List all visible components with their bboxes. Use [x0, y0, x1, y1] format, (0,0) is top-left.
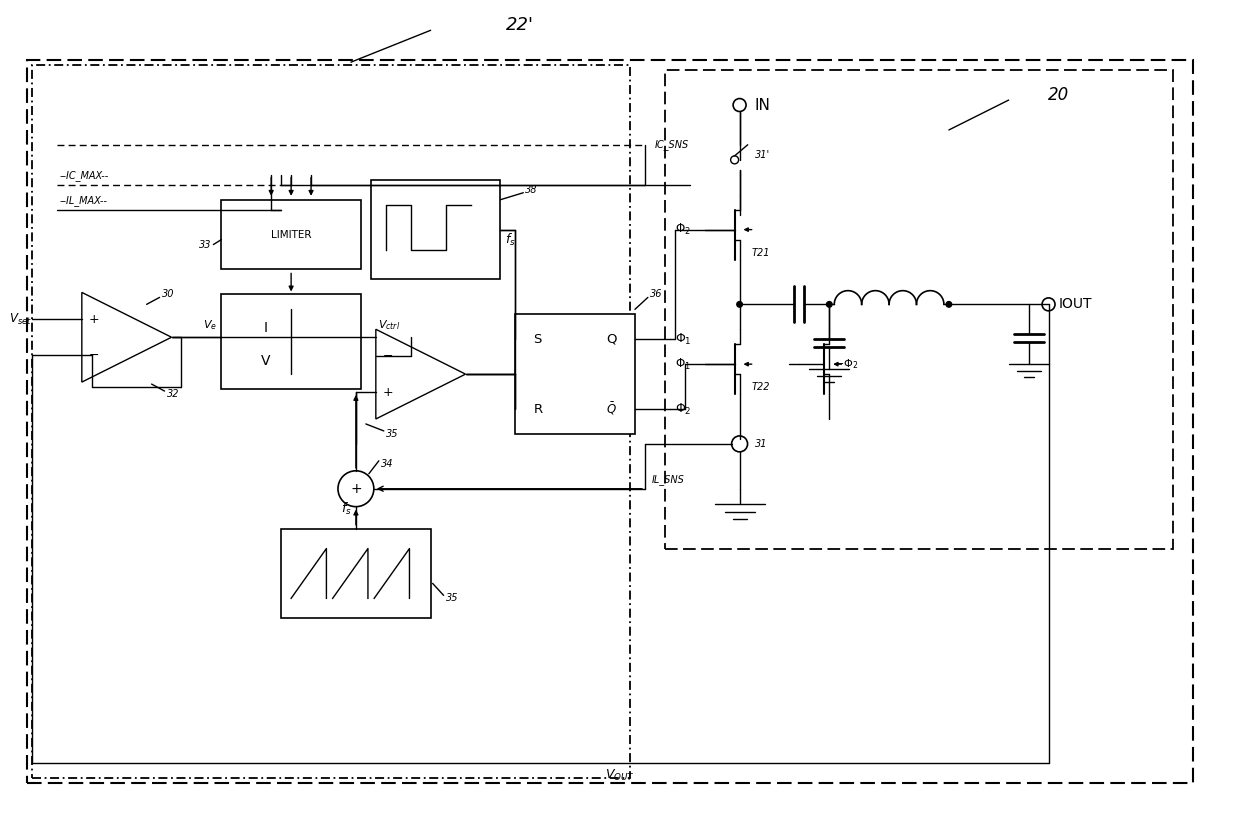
Text: 34: 34 — [381, 459, 393, 468]
Bar — [222, 294, 361, 389]
Text: 35: 35 — [386, 429, 398, 439]
Bar — [281, 528, 430, 618]
Text: R: R — [533, 402, 542, 415]
Circle shape — [737, 301, 743, 307]
Text: 33: 33 — [198, 240, 211, 250]
Text: LIMITER: LIMITER — [270, 229, 311, 240]
Text: +: + — [88, 313, 99, 326]
Text: --IC_MAX--: --IC_MAX-- — [60, 170, 109, 181]
Text: IC_SNS: IC_SNS — [655, 139, 689, 151]
Text: 36: 36 — [650, 289, 662, 300]
Text: IN: IN — [755, 97, 770, 112]
Text: 31: 31 — [755, 439, 768, 449]
Text: $V_{ctrl}$: $V_{ctrl}$ — [378, 319, 401, 333]
Bar — [516, 314, 635, 434]
Text: $V_{OUT}$: $V_{OUT}$ — [605, 767, 635, 783]
Text: 38: 38 — [526, 185, 538, 195]
Text: T21: T21 — [751, 247, 770, 257]
Circle shape — [827, 301, 832, 307]
Text: −: − — [88, 349, 99, 362]
Text: Q: Q — [606, 333, 618, 346]
Text: IOUT: IOUT — [1059, 297, 1092, 311]
Text: $V_{set}$: $V_{set}$ — [9, 312, 32, 327]
Text: $\Phi_1$: $\Phi_1$ — [675, 332, 692, 346]
Text: −: − — [383, 350, 393, 363]
Text: V: V — [262, 354, 270, 368]
Circle shape — [946, 301, 951, 307]
Text: +: + — [382, 386, 393, 399]
Text: 22': 22' — [506, 16, 534, 34]
Bar — [27, 60, 1193, 783]
Text: $\Phi_1$: $\Phi_1$ — [675, 356, 691, 372]
Text: S: S — [533, 333, 542, 346]
Text: $f_s$: $f_s$ — [341, 500, 351, 517]
Text: T22: T22 — [751, 382, 770, 392]
Text: $\Phi_2$: $\Phi_2$ — [675, 401, 692, 417]
Bar — [32, 66, 630, 778]
Bar — [371, 180, 501, 279]
Text: $\Phi_2$: $\Phi_2$ — [675, 222, 691, 238]
Text: 30: 30 — [161, 289, 174, 300]
Text: $\bar{Q}$: $\bar{Q}$ — [606, 400, 618, 417]
Bar — [222, 200, 361, 269]
Text: IL_SNS: IL_SNS — [652, 474, 684, 485]
Text: +: + — [350, 482, 362, 495]
Text: --IL_MAX--: --IL_MAX-- — [60, 195, 108, 206]
Text: $-\Phi_2$: $-\Phi_2$ — [835, 357, 858, 371]
Text: $f_s$: $f_s$ — [506, 232, 516, 247]
Text: 35: 35 — [445, 593, 458, 604]
Text: $V_e$: $V_e$ — [203, 319, 217, 333]
Text: I: I — [264, 320, 268, 334]
Bar — [665, 70, 1173, 549]
Text: 20: 20 — [1048, 86, 1069, 104]
Text: 32: 32 — [166, 389, 179, 399]
Text: 31': 31' — [755, 150, 770, 160]
